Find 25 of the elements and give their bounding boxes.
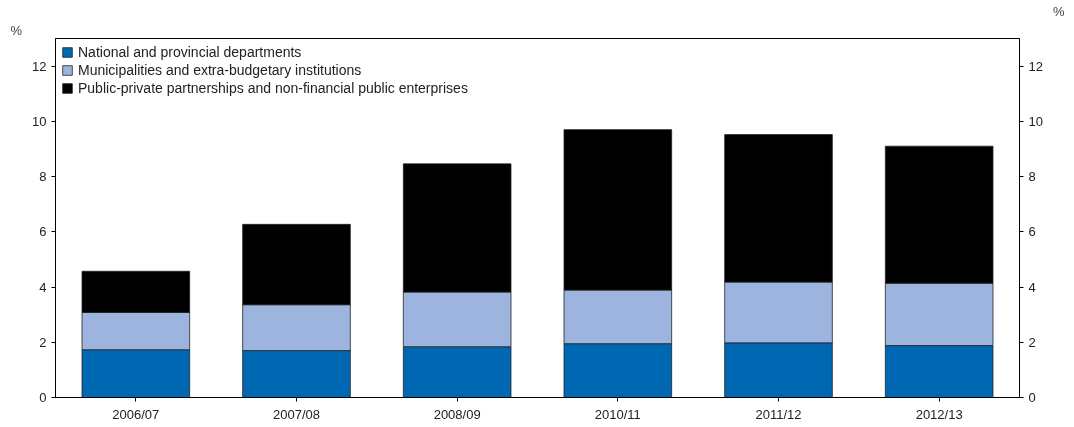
y2-tick-label: 4 bbox=[1028, 279, 1036, 295]
y2-tick-label: 6 bbox=[1028, 224, 1036, 240]
y-tick-label: 2 bbox=[39, 334, 47, 350]
y2-axis-title: % bbox=[1052, 3, 1065, 19]
legend-label: National and provincial departments bbox=[78, 44, 302, 60]
y-axis-title: % bbox=[10, 22, 23, 38]
x-tick-label: 2007/08 bbox=[273, 406, 320, 422]
x-tick-label: 2010/11 bbox=[594, 406, 641, 422]
y-tick-label: 8 bbox=[39, 169, 47, 185]
x-tick-label: 2008/09 bbox=[433, 406, 481, 422]
y-tick-label: 0 bbox=[39, 390, 47, 405]
y-tick-label: 10 bbox=[32, 113, 47, 129]
x-tick-label: 2012/13 bbox=[915, 406, 963, 422]
legend-label: Municipalities and extra-budgetary institutions bbox=[78, 62, 362, 78]
y2-tick-label: 10 bbox=[1028, 113, 1043, 129]
y2-tick-label: 8 bbox=[1028, 169, 1036, 185]
x-tick-label: 2011/12 bbox=[755, 406, 802, 422]
y-tick-label: 12 bbox=[32, 58, 47, 74]
y-tick-label: 6 bbox=[39, 224, 47, 240]
y-tick-label: 4 bbox=[39, 279, 47, 295]
y2-tick-label: 0 bbox=[1028, 390, 1036, 405]
x-tick-label: 2006/07 bbox=[112, 406, 160, 422]
y2-tick-label: 12 bbox=[1028, 58, 1043, 74]
y2-tick-label: 2 bbox=[1028, 334, 1036, 350]
legend-label: Public-private partnerships and non-financial public enterprises bbox=[78, 80, 468, 96]
